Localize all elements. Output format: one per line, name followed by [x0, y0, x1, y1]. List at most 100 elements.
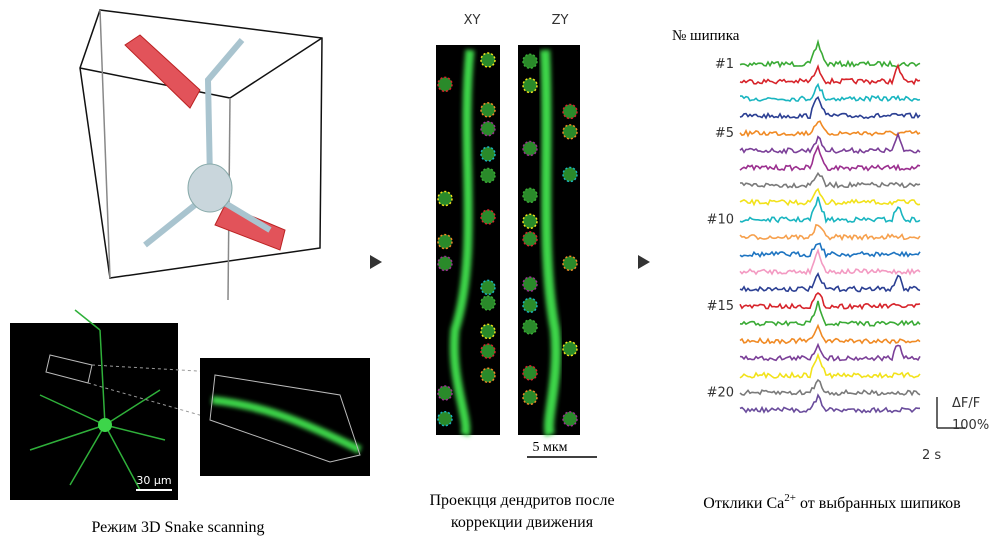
- dendrites: [29, 309, 166, 491]
- dendrite-image: [211, 396, 362, 454]
- trace: [739, 131, 921, 155]
- trace: [739, 242, 921, 259]
- spine-marker: [480, 102, 496, 118]
- spine-marker: [522, 77, 538, 94]
- spine-marker: [480, 146, 496, 162]
- spine-marker: [562, 166, 578, 183]
- trace: [739, 342, 921, 362]
- trace: [739, 352, 921, 380]
- red-tube: [124, 34, 201, 109]
- scale-label: 100%: [952, 418, 989, 433]
- trace-label: #5: [715, 126, 734, 141]
- spine-marker: [562, 103, 578, 120]
- spine-marker: [562, 255, 578, 272]
- caption: Проекцця дендритов после: [429, 492, 614, 509]
- trace: [739, 323, 921, 345]
- soma: [187, 163, 233, 213]
- spine-marker: [480, 279, 496, 296]
- caption: коррекции движения: [451, 514, 594, 531]
- trace: [739, 291, 921, 311]
- zoom-line: [91, 364, 216, 373]
- spine-marker: [480, 120, 496, 137]
- spine-marker: [480, 323, 496, 340]
- neuron-image: [29, 309, 166, 491]
- trace: [739, 95, 921, 120]
- box-edge: [229, 37, 323, 99]
- spine-marker: [522, 213, 538, 230]
- spine-markers: [437, 52, 578, 427]
- red-tube: [214, 204, 286, 251]
- trace-label: #15: [707, 299, 734, 314]
- spine-marker: [522, 365, 538, 381]
- traces-header: № шипика: [672, 28, 740, 44]
- arrow: [370, 255, 382, 269]
- dendrite: [218, 197, 272, 233]
- trace: [739, 63, 921, 86]
- spine-marker: [522, 297, 538, 313]
- trace-label: #10: [707, 213, 734, 228]
- caption-sup: 2+: [784, 492, 796, 504]
- spine-marker: [522, 319, 538, 335]
- soma-image: [98, 418, 112, 432]
- spine-marker: [480, 52, 496, 68]
- dendrite-image: [449, 49, 475, 437]
- caption-part: Отклики Ca: [703, 495, 784, 512]
- spine-marker: [480, 343, 496, 359]
- spine-marker: [437, 255, 453, 272]
- micrograph: [10, 323, 178, 500]
- snake-3d-view: [79, 9, 323, 301]
- scale-label: 2 s: [922, 448, 941, 463]
- spine-marker: [437, 190, 453, 207]
- spine-marker: [522, 140, 538, 157]
- trace: [739, 171, 921, 189]
- caption: Отклики Ca2+ от выбранных шипиков: [703, 492, 961, 512]
- trace: [739, 196, 921, 224]
- spine-marker: [522, 231, 538, 247]
- trace: [739, 223, 921, 242]
- spine-marker: [437, 76, 453, 93]
- caption: Режим 3D Snake scanning: [91, 519, 264, 536]
- spine-marker: [522, 53, 538, 69]
- trace: [739, 187, 921, 207]
- spine-marker: [480, 367, 496, 384]
- spine-marker: [522, 276, 538, 292]
- neuron-model: [143, 38, 272, 248]
- scale-label: 5 мкм: [532, 440, 567, 455]
- dendrite-image: [540, 49, 561, 437]
- scale-label: ΔF/F: [952, 396, 980, 411]
- spine-marker: [437, 233, 453, 250]
- trace-label: #20: [707, 386, 734, 401]
- box-edge: [79, 9, 323, 279]
- spine-marker: [522, 187, 538, 204]
- spine-marker: [437, 385, 453, 401]
- trace: [739, 378, 921, 397]
- trace: [739, 393, 920, 414]
- trace-label: #1: [715, 57, 734, 72]
- box-edge: [99, 9, 111, 279]
- trace: [739, 271, 921, 293]
- trace: [739, 144, 921, 172]
- spine-marker: [522, 389, 538, 406]
- spine-marker: [480, 295, 496, 311]
- trace: [739, 38, 921, 69]
- box-edge: [79, 67, 231, 99]
- spine-marker: [437, 410, 453, 427]
- spine-marker: [480, 209, 496, 225]
- spine-marker: [562, 124, 578, 140]
- dendrite: [143, 202, 197, 248]
- trace: [740, 82, 921, 103]
- spine-marker: [562, 411, 578, 427]
- scale-label: 30 μm: [136, 474, 171, 487]
- projection-label: ZY: [552, 13, 569, 28]
- caption-part: от выбранных шипиков: [796, 495, 961, 512]
- trace: [739, 300, 921, 327]
- roi-box: [209, 374, 361, 463]
- dendrite: [204, 38, 245, 181]
- traces: #1 #5 #10 #15 #20: [707, 38, 921, 414]
- spine-marker: [562, 340, 578, 357]
- spine-marker: [480, 167, 496, 184]
- arrow: [638, 255, 650, 269]
- trace: [739, 247, 921, 276]
- trace: [739, 120, 921, 138]
